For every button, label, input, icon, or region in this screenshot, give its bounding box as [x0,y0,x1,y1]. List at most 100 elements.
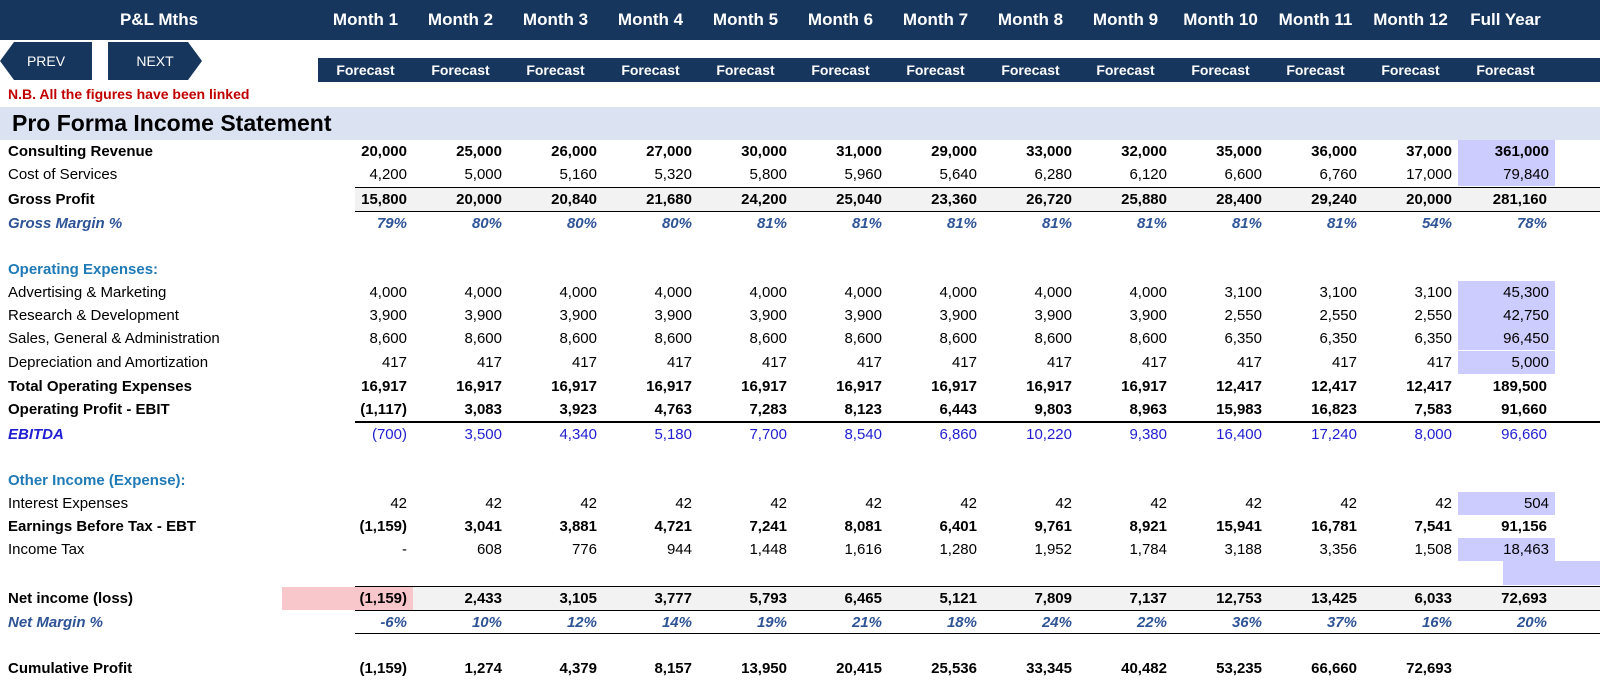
cell-interest-12[interactable]: 42 [1435,495,1452,512]
cell-cumulative-5[interactable]: 13,950 [741,660,787,677]
cell-consulting-revenue-5[interactable]: 30,000 [741,143,787,160]
cell-income-tax-3[interactable]: 776 [571,541,597,558]
cell-depreciation-9[interactable]: 417 [1141,354,1167,371]
cell-cost-of-services-12[interactable]: 17,000 [1406,166,1452,183]
cell-cumulative-6[interactable]: 20,415 [836,660,882,677]
cell-income-tax-2[interactable]: 608 [476,541,502,558]
cell-cost-of-services-7[interactable]: 5,640 [939,166,977,183]
cell-ebt-1[interactable]: (1,159) [359,518,407,535]
cell-research-10[interactable]: 2,550 [1224,307,1262,324]
cell-interest-7[interactable]: 42 [960,495,977,512]
cell-depreciation-13[interactable]: 5,000 [1458,351,1555,374]
cell-ebitda-1[interactable]: (700) [371,426,407,443]
cell-consulting-revenue-2[interactable]: 25,000 [456,143,502,160]
cell-income-tax-13[interactable]: 18,463 [1458,538,1555,561]
cell-sga-4[interactable]: 8,600 [654,330,692,347]
cell-research-12[interactable]: 2,550 [1414,307,1452,324]
cell-ebt-3[interactable]: 3,881 [559,518,597,535]
cell-gross-profit-5[interactable]: 24,200 [741,191,787,208]
cell-net-income-13[interactable]: 72,693 [1501,590,1547,607]
cell-ebitda-6[interactable]: 8,540 [844,426,882,443]
cell-consulting-revenue-8[interactable]: 33,000 [1026,143,1072,160]
cell-ebt-4[interactable]: 4,721 [654,518,692,535]
cell-net-margin-9[interactable]: 22% [1136,614,1167,631]
cell-interest-3[interactable]: 42 [580,495,597,512]
cell-net-margin-10[interactable]: 36% [1231,614,1262,631]
cell-interest-5[interactable]: 42 [770,495,787,512]
cell-net-margin-1[interactable]: -6% [380,614,407,631]
cell-advertising-8[interactable]: 4,000 [1034,284,1072,301]
cell-cumulative-10[interactable]: 53,235 [1216,660,1262,677]
cell-ebt-2[interactable]: 3,041 [464,518,502,535]
next-button[interactable]: NEXT [108,42,202,80]
cell-sga-6[interactable]: 8,600 [844,330,882,347]
cell-advertising-11[interactable]: 3,100 [1319,284,1357,301]
cell-cost-of-services-11[interactable]: 6,760 [1319,166,1357,183]
cell-research-8[interactable]: 3,900 [1034,307,1072,324]
cell-sga-12[interactable]: 6,350 [1414,330,1452,347]
cell-research-3[interactable]: 3,900 [559,307,597,324]
cell-total-opex-12[interactable]: 12,417 [1406,378,1452,395]
cell-ebitda-3[interactable]: 4,340 [559,426,597,443]
cell-net-income-8[interactable]: 7,809 [1034,590,1072,607]
cell-ebt-5[interactable]: 7,241 [749,518,787,535]
cell-ebit-6[interactable]: 8,123 [844,401,882,418]
cell-sga-1[interactable]: 8,600 [369,330,407,347]
cell-consulting-revenue-9[interactable]: 32,000 [1121,143,1167,160]
cell-net-margin-11[interactable]: 37% [1326,614,1357,631]
cell-sga-9[interactable]: 8,600 [1129,330,1167,347]
cell-consulting-revenue-12[interactable]: 37,000 [1406,143,1452,160]
cell-research-9[interactable]: 3,900 [1129,307,1167,324]
cell-total-opex-3[interactable]: 16,917 [551,378,597,395]
cell-income-tax-5[interactable]: 1,448 [749,541,787,558]
cell-income-tax-4[interactable]: 944 [666,541,692,558]
cell-net-income-2[interactable]: 2,433 [464,590,502,607]
cell-sga-10[interactable]: 6,350 [1224,330,1262,347]
cell-gross-profit-11[interactable]: 29,240 [1311,191,1357,208]
cell-cumulative-8[interactable]: 33,345 [1026,660,1072,677]
cell-net-margin-7[interactable]: 18% [946,614,977,631]
cell-consulting-revenue-13[interactable]: 361,000 [1458,140,1555,163]
cell-gross-margin-13[interactable]: 78% [1516,215,1547,232]
cell-gross-profit-2[interactable]: 20,000 [456,191,502,208]
cell-ebit-1[interactable]: (1,117) [360,401,407,418]
cell-ebitda-8[interactable]: 10,220 [1026,426,1072,443]
cell-consulting-revenue-7[interactable]: 29,000 [931,143,977,160]
cell-consulting-revenue-4[interactable]: 27,000 [646,143,692,160]
cell-income-tax-11[interactable]: 3,356 [1319,541,1357,558]
cell-depreciation-4[interactable]: 417 [666,354,692,371]
cell-consulting-revenue-6[interactable]: 31,000 [836,143,882,160]
cell-cost-of-services-4[interactable]: 5,320 [654,166,692,183]
cell-advertising-12[interactable]: 3,100 [1414,284,1452,301]
cell-net-income-1[interactable]: (1,159) [282,587,413,610]
cell-interest-2[interactable]: 42 [485,495,502,512]
cell-research-11[interactable]: 2,550 [1319,307,1357,324]
cell-cumulative-3[interactable]: 4,379 [559,660,597,677]
cell-gross-profit-7[interactable]: 23,360 [931,191,977,208]
cell-ebitda-11[interactable]: 17,240 [1311,426,1357,443]
cell-gross-profit-1[interactable]: 15,800 [361,191,407,208]
cell-gross-profit-8[interactable]: 26,720 [1026,191,1072,208]
cell-ebt-12[interactable]: 7,541 [1414,518,1452,535]
cell-advertising-4[interactable]: 4,000 [654,284,692,301]
cell-ebitda-10[interactable]: 16,400 [1216,426,1262,443]
cell-depreciation-12[interactable]: 417 [1426,354,1452,371]
cell-total-opex-5[interactable]: 16,917 [741,378,787,395]
cell-net-margin-3[interactable]: 12% [566,614,597,631]
cell-gross-profit-3[interactable]: 20,840 [551,191,597,208]
cell-gross-profit-4[interactable]: 21,680 [646,191,692,208]
cell-interest-6[interactable]: 42 [865,495,882,512]
cell-research-6[interactable]: 3,900 [844,307,882,324]
cell-gross-margin-12[interactable]: 54% [1421,215,1452,232]
cell-ebt-9[interactable]: 8,921 [1129,518,1167,535]
cell-gross-profit-10[interactable]: 28,400 [1216,191,1262,208]
cell-net-income-6[interactable]: 6,465 [844,590,882,607]
cell-advertising-10[interactable]: 3,100 [1224,284,1262,301]
cell-ebt-6[interactable]: 8,081 [844,518,882,535]
cell-research-5[interactable]: 3,900 [749,307,787,324]
cell-cost-of-services-6[interactable]: 5,960 [844,166,882,183]
cell-net-income-10[interactable]: 12,753 [1216,590,1262,607]
cell-research-4[interactable]: 3,900 [654,307,692,324]
cell-ebitda-7[interactable]: 6,860 [939,426,977,443]
cell-interest-1[interactable]: 42 [390,495,407,512]
